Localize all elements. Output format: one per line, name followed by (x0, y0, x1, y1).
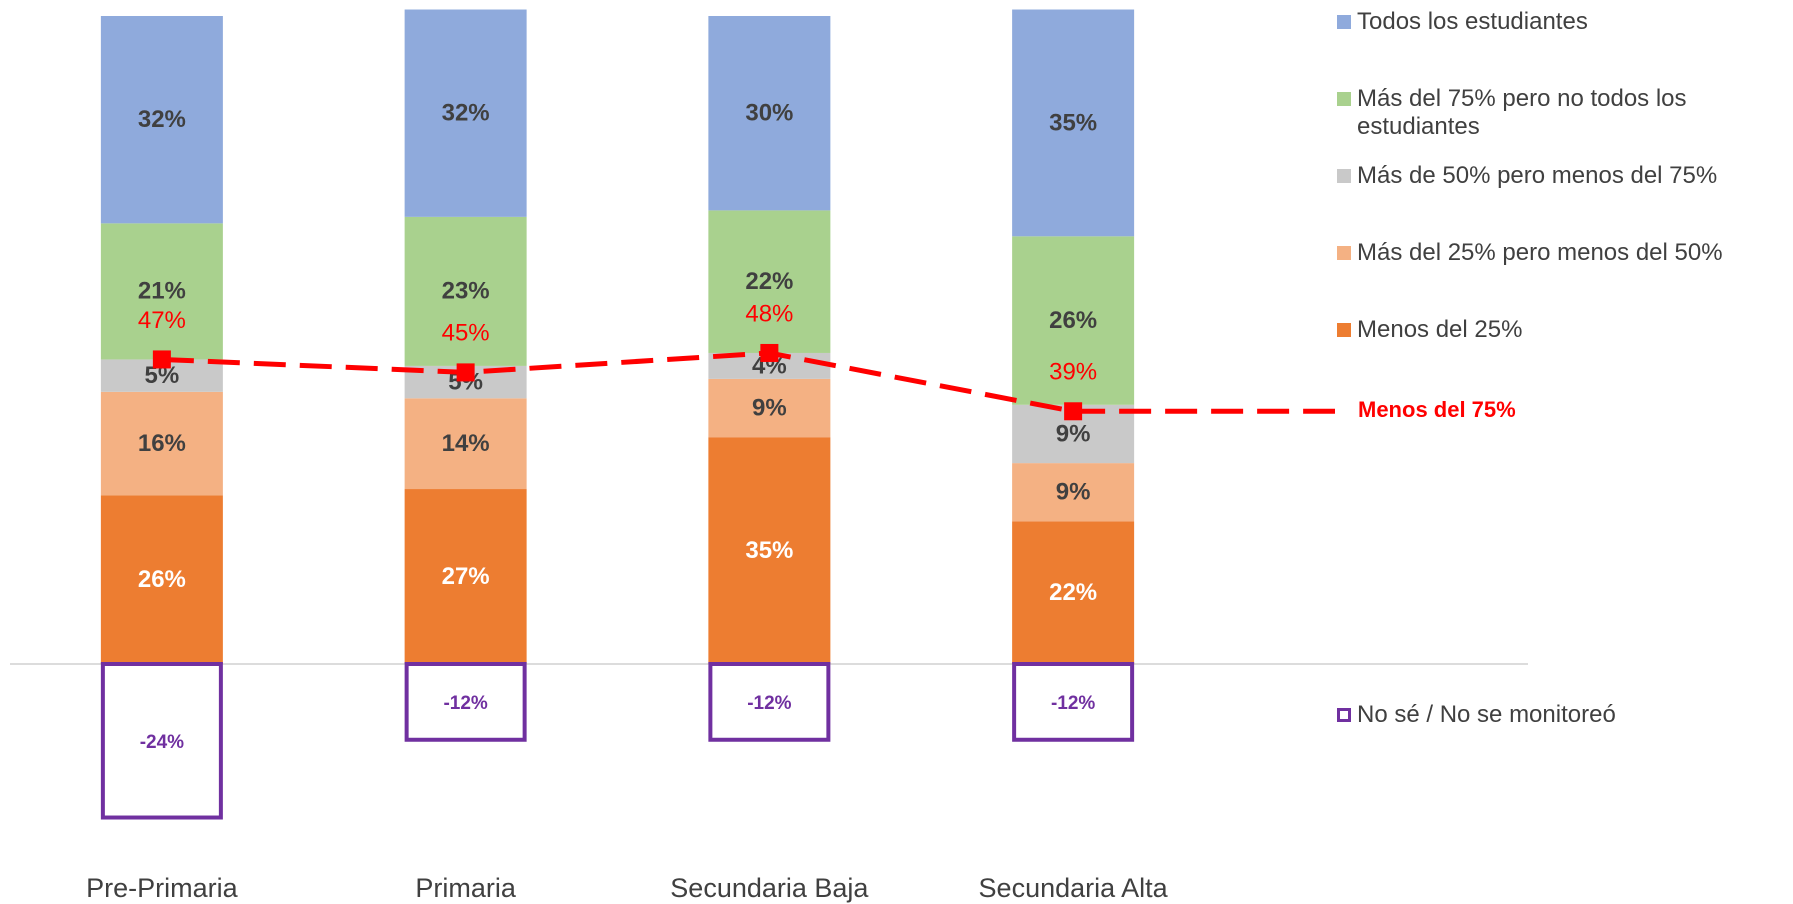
bar-segment (404, 216, 527, 366)
data-label: 23% (442, 278, 490, 305)
data-label: -24% (140, 732, 184, 753)
legend-swatch (1337, 169, 1351, 183)
outline-bar (708, 662, 831, 742)
bar-segment (404, 9, 527, 217)
data-label: 32% (442, 100, 490, 127)
x-tick-label: Primaria (415, 873, 516, 903)
line-label: 45% (442, 320, 490, 347)
bar-segment (1012, 521, 1135, 664)
line-marker (760, 343, 779, 362)
legend-item: Todos los estudiantes (1337, 8, 1789, 36)
legend-item: Más del 75% pero no todos los estudiante… (1337, 85, 1789, 141)
data-label: 26% (138, 566, 186, 593)
line-marker (152, 350, 171, 369)
legend-swatch (1337, 92, 1351, 106)
x-tick-label: Secundaria Baja (670, 873, 869, 903)
legend-item: Menos del 25% (1337, 316, 1789, 344)
data-label: 16% (138, 430, 186, 457)
line-marker (1064, 402, 1083, 421)
legend-item: No sé / No se monitoreó (1337, 701, 1789, 729)
data-label: 26% (1049, 307, 1097, 334)
legend-label: Todos los estudiantes (1357, 8, 1588, 35)
bar-segment (404, 489, 527, 664)
legend-item: Más del 25% pero menos del 50% (1337, 239, 1789, 267)
x-tick-label: Pre-Primaria (86, 873, 239, 903)
data-label: 14% (442, 430, 490, 457)
bar-segment (708, 378, 831, 438)
data-label: 22% (1049, 579, 1097, 606)
line-label: 39% (1049, 359, 1097, 386)
bar-segment (1012, 463, 1135, 522)
bar-segment (404, 398, 527, 490)
legend-swatch (1337, 708, 1351, 722)
line (161, 350, 1074, 414)
legend-item: Más de 50% pero menos del 75% (1337, 162, 1789, 190)
data-label: 9% (1056, 479, 1091, 506)
data-label: 22% (745, 268, 793, 295)
bar-segment (708, 16, 831, 211)
bar-segment (100, 223, 223, 360)
data-label: 35% (1049, 109, 1097, 136)
line-marker (456, 363, 475, 382)
legend-swatch (1337, 15, 1351, 29)
bar-segment (708, 437, 831, 664)
legend-label: Más del 75% pero no todos los estudiante… (1357, 85, 1687, 140)
bar-segment (1012, 9, 1135, 237)
data-label: 35% (745, 537, 793, 564)
bar-segment (100, 16, 223, 224)
line-name: Menos del 75% (1358, 397, 1516, 422)
legend-label: Más de 50% pero menos del 75% (1357, 162, 1718, 189)
line-label: 47% (138, 307, 186, 334)
data-label: -12% (443, 693, 487, 714)
outline-bar (1012, 662, 1135, 742)
x-tick-label: Secundaria Alta (979, 873, 1169, 903)
data-label: 9% (1056, 420, 1091, 447)
line-label: 48% (745, 300, 793, 327)
bar-segment (100, 391, 223, 496)
bar-segment (100, 495, 223, 664)
outline-bar (100, 662, 223, 820)
outline-bar (404, 662, 527, 742)
data-label: -12% (1051, 693, 1095, 714)
data-label: 27% (442, 563, 490, 590)
data-label: 9% (752, 394, 787, 421)
data-label: 30% (745, 100, 793, 127)
bar-segment (708, 210, 831, 353)
legend-label: Menos del 25% (1357, 316, 1523, 343)
legend-label: Más del 25% pero menos del 50% (1357, 239, 1723, 266)
data-label: -12% (747, 693, 791, 714)
data-label: 32% (138, 106, 186, 133)
legend-swatch (1337, 246, 1351, 260)
legend-swatch (1337, 323, 1351, 337)
legend-label: No sé / No se monitoreó (1357, 701, 1616, 728)
data-label: 21% (138, 278, 186, 305)
bar-segment (1012, 236, 1135, 405)
